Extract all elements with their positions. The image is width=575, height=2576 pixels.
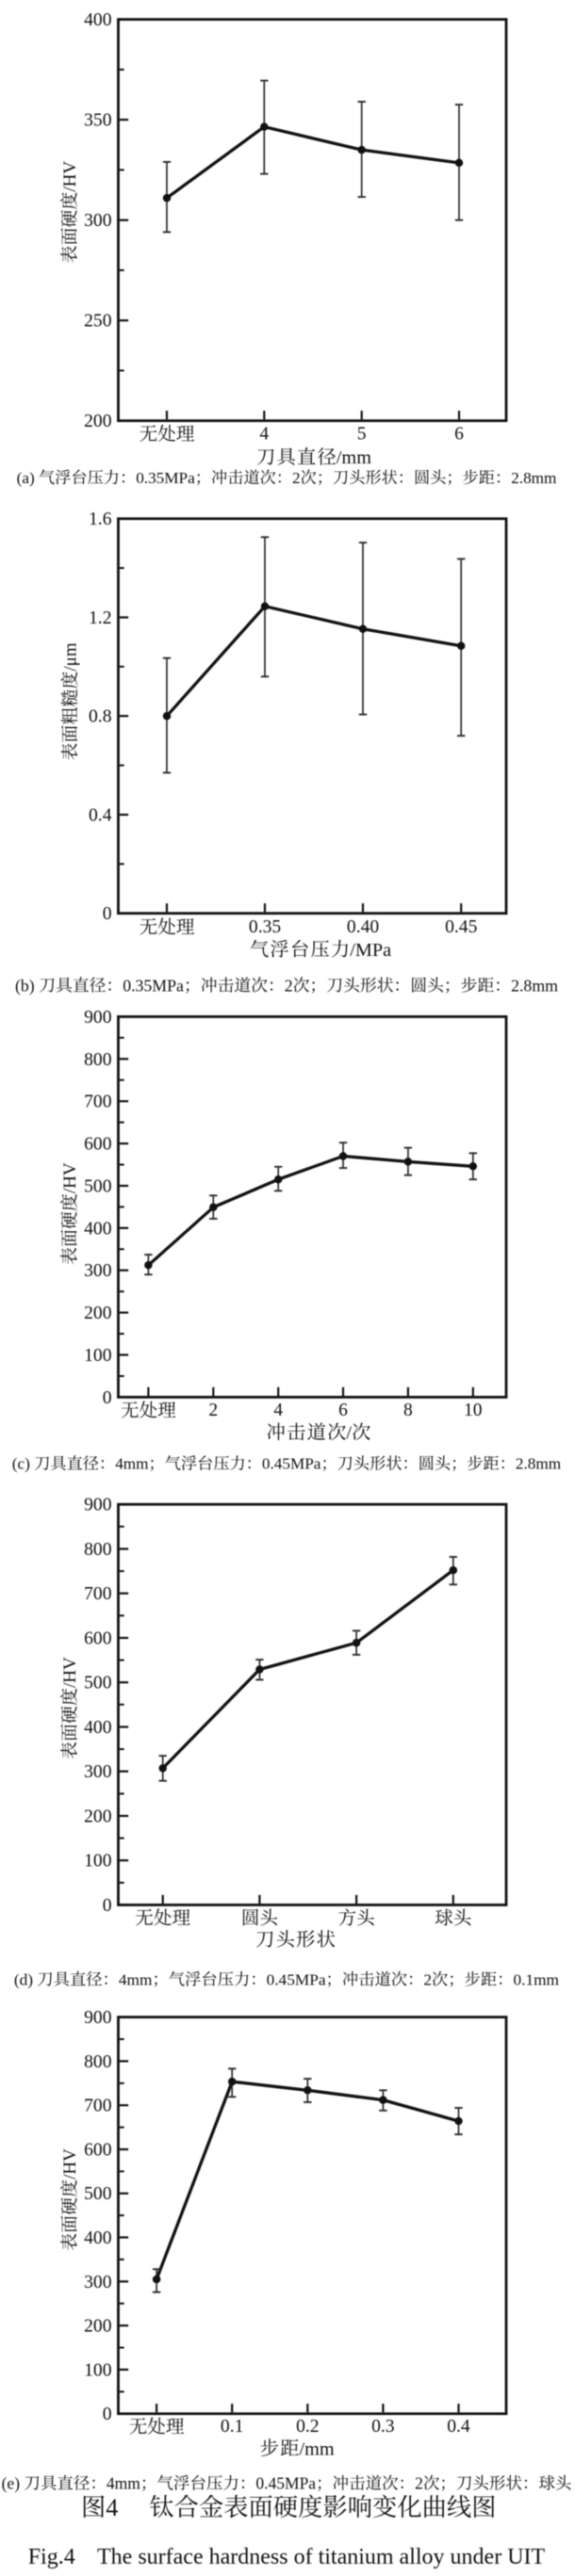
svg-text:900: 900 xyxy=(84,1496,112,1515)
svg-text:0.4: 0.4 xyxy=(447,2417,470,2437)
svg-text:350: 350 xyxy=(84,111,112,131)
svg-text:100: 100 xyxy=(84,2360,112,2380)
svg-text:/mm: /mm xyxy=(337,447,371,468)
svg-text:300: 300 xyxy=(84,211,112,231)
svg-text:(c): (c) xyxy=(12,1455,30,1473)
svg-text:Fig.4: Fig.4 xyxy=(28,2545,75,2569)
svg-text:900: 900 xyxy=(84,1008,112,1028)
svg-text:1.6: 1.6 xyxy=(89,510,112,529)
svg-text:/HV: /HV xyxy=(60,161,80,192)
svg-text:/HV: /HV xyxy=(60,1162,80,1193)
svg-text:6: 6 xyxy=(338,1401,348,1420)
svg-text:700: 700 xyxy=(84,2097,112,2116)
svg-text:100: 100 xyxy=(84,1346,112,1366)
svg-text:5: 5 xyxy=(357,425,367,445)
svg-text:200: 200 xyxy=(84,1807,112,1827)
svg-text:/mm: /mm xyxy=(300,2438,335,2459)
svg-text:300: 300 xyxy=(84,1261,112,1281)
svg-text:400: 400 xyxy=(84,10,112,30)
svg-text:/MPa: /MPa xyxy=(350,940,391,961)
svg-text:8: 8 xyxy=(403,1401,413,1420)
svg-text:/μm: /μm xyxy=(61,642,81,671)
svg-text:0: 0 xyxy=(103,1896,112,1916)
svg-text:2: 2 xyxy=(292,469,301,487)
svg-text:4: 4 xyxy=(106,2494,118,2521)
svg-text:200: 200 xyxy=(84,412,112,431)
svg-text:500: 500 xyxy=(84,1674,112,1693)
svg-text:(b): (b) xyxy=(15,976,35,996)
svg-text:/HV: /HV xyxy=(60,2148,80,2179)
svg-text:2: 2 xyxy=(423,1970,432,1988)
svg-text:200: 200 xyxy=(84,2317,112,2337)
svg-text:0: 0 xyxy=(103,1388,112,1408)
svg-text:500: 500 xyxy=(84,1176,112,1196)
svg-text:0.1mm: 0.1mm xyxy=(514,1970,560,1988)
svg-text:0.3: 0.3 xyxy=(371,2417,395,2437)
svg-text:700: 700 xyxy=(84,1584,112,1604)
svg-text:600: 600 xyxy=(84,1629,112,1649)
svg-text:0.35: 0.35 xyxy=(249,917,281,937)
svg-text:4: 4 xyxy=(259,425,269,445)
svg-text:600: 600 xyxy=(84,2141,112,2161)
svg-text:/HV: /HV xyxy=(60,1657,80,1688)
svg-text:0.1: 0.1 xyxy=(221,2417,244,2437)
svg-text:800: 800 xyxy=(84,1540,112,1560)
svg-text:600: 600 xyxy=(84,1135,112,1155)
svg-text:6: 6 xyxy=(454,425,464,445)
svg-text:700: 700 xyxy=(84,1093,112,1112)
svg-text:(a): (a) xyxy=(17,469,35,487)
svg-text:2: 2 xyxy=(415,2474,423,2493)
svg-text:300: 300 xyxy=(84,2273,112,2292)
svg-text:The surface hardness of titani: The surface hardness of titanium alloy u… xyxy=(97,2545,546,2569)
svg-text:10: 10 xyxy=(464,1401,483,1420)
svg-text:0.8: 0.8 xyxy=(89,707,112,727)
svg-text:800: 800 xyxy=(84,2052,112,2072)
svg-text:2.8mm: 2.8mm xyxy=(511,976,558,995)
svg-text:4mm: 4mm xyxy=(115,1455,149,1473)
svg-text:4: 4 xyxy=(273,1401,283,1420)
svg-text:800: 800 xyxy=(84,1050,112,1070)
svg-text:1.2: 1.2 xyxy=(89,608,112,628)
svg-text:(e): (e) xyxy=(2,2474,21,2493)
svg-text:2: 2 xyxy=(285,976,293,995)
svg-text:/: / xyxy=(346,1423,352,1444)
svg-text:100: 100 xyxy=(84,1852,112,1871)
svg-text:0.40: 0.40 xyxy=(347,917,379,937)
svg-text:200: 200 xyxy=(84,1304,112,1323)
svg-text:0.2: 0.2 xyxy=(296,2417,320,2437)
svg-text:0.35MPa: 0.35MPa xyxy=(123,976,184,995)
svg-text:2: 2 xyxy=(208,1401,218,1420)
svg-text:2.8mm: 2.8mm xyxy=(516,1455,562,1473)
svg-text:0: 0 xyxy=(103,2405,112,2424)
svg-text:4mm: 4mm xyxy=(119,1970,153,1988)
svg-text:0: 0 xyxy=(103,904,112,924)
svg-text:0.45MPa: 0.45MPa xyxy=(267,1970,326,1988)
svg-text:2.8mm: 2.8mm xyxy=(511,469,557,487)
svg-text:400: 400 xyxy=(84,1718,112,1738)
svg-text:(d): (d) xyxy=(14,1970,33,1988)
svg-text:0.45MPa: 0.45MPa xyxy=(262,1455,321,1473)
svg-text:0.4: 0.4 xyxy=(89,805,112,825)
svg-text:250: 250 xyxy=(84,312,112,332)
svg-text:0.45: 0.45 xyxy=(445,917,477,937)
svg-text:400: 400 xyxy=(84,1219,112,1239)
svg-text:400: 400 xyxy=(84,2228,112,2248)
svg-text:0.45MPa: 0.45MPa xyxy=(255,2474,316,2493)
svg-text:4mm: 4mm xyxy=(107,2474,140,2493)
svg-text:0.35MPa: 0.35MPa xyxy=(136,469,195,487)
svg-text:500: 500 xyxy=(84,2184,112,2204)
svg-text:900: 900 xyxy=(84,2008,112,2028)
svg-text:300: 300 xyxy=(84,1762,112,1782)
